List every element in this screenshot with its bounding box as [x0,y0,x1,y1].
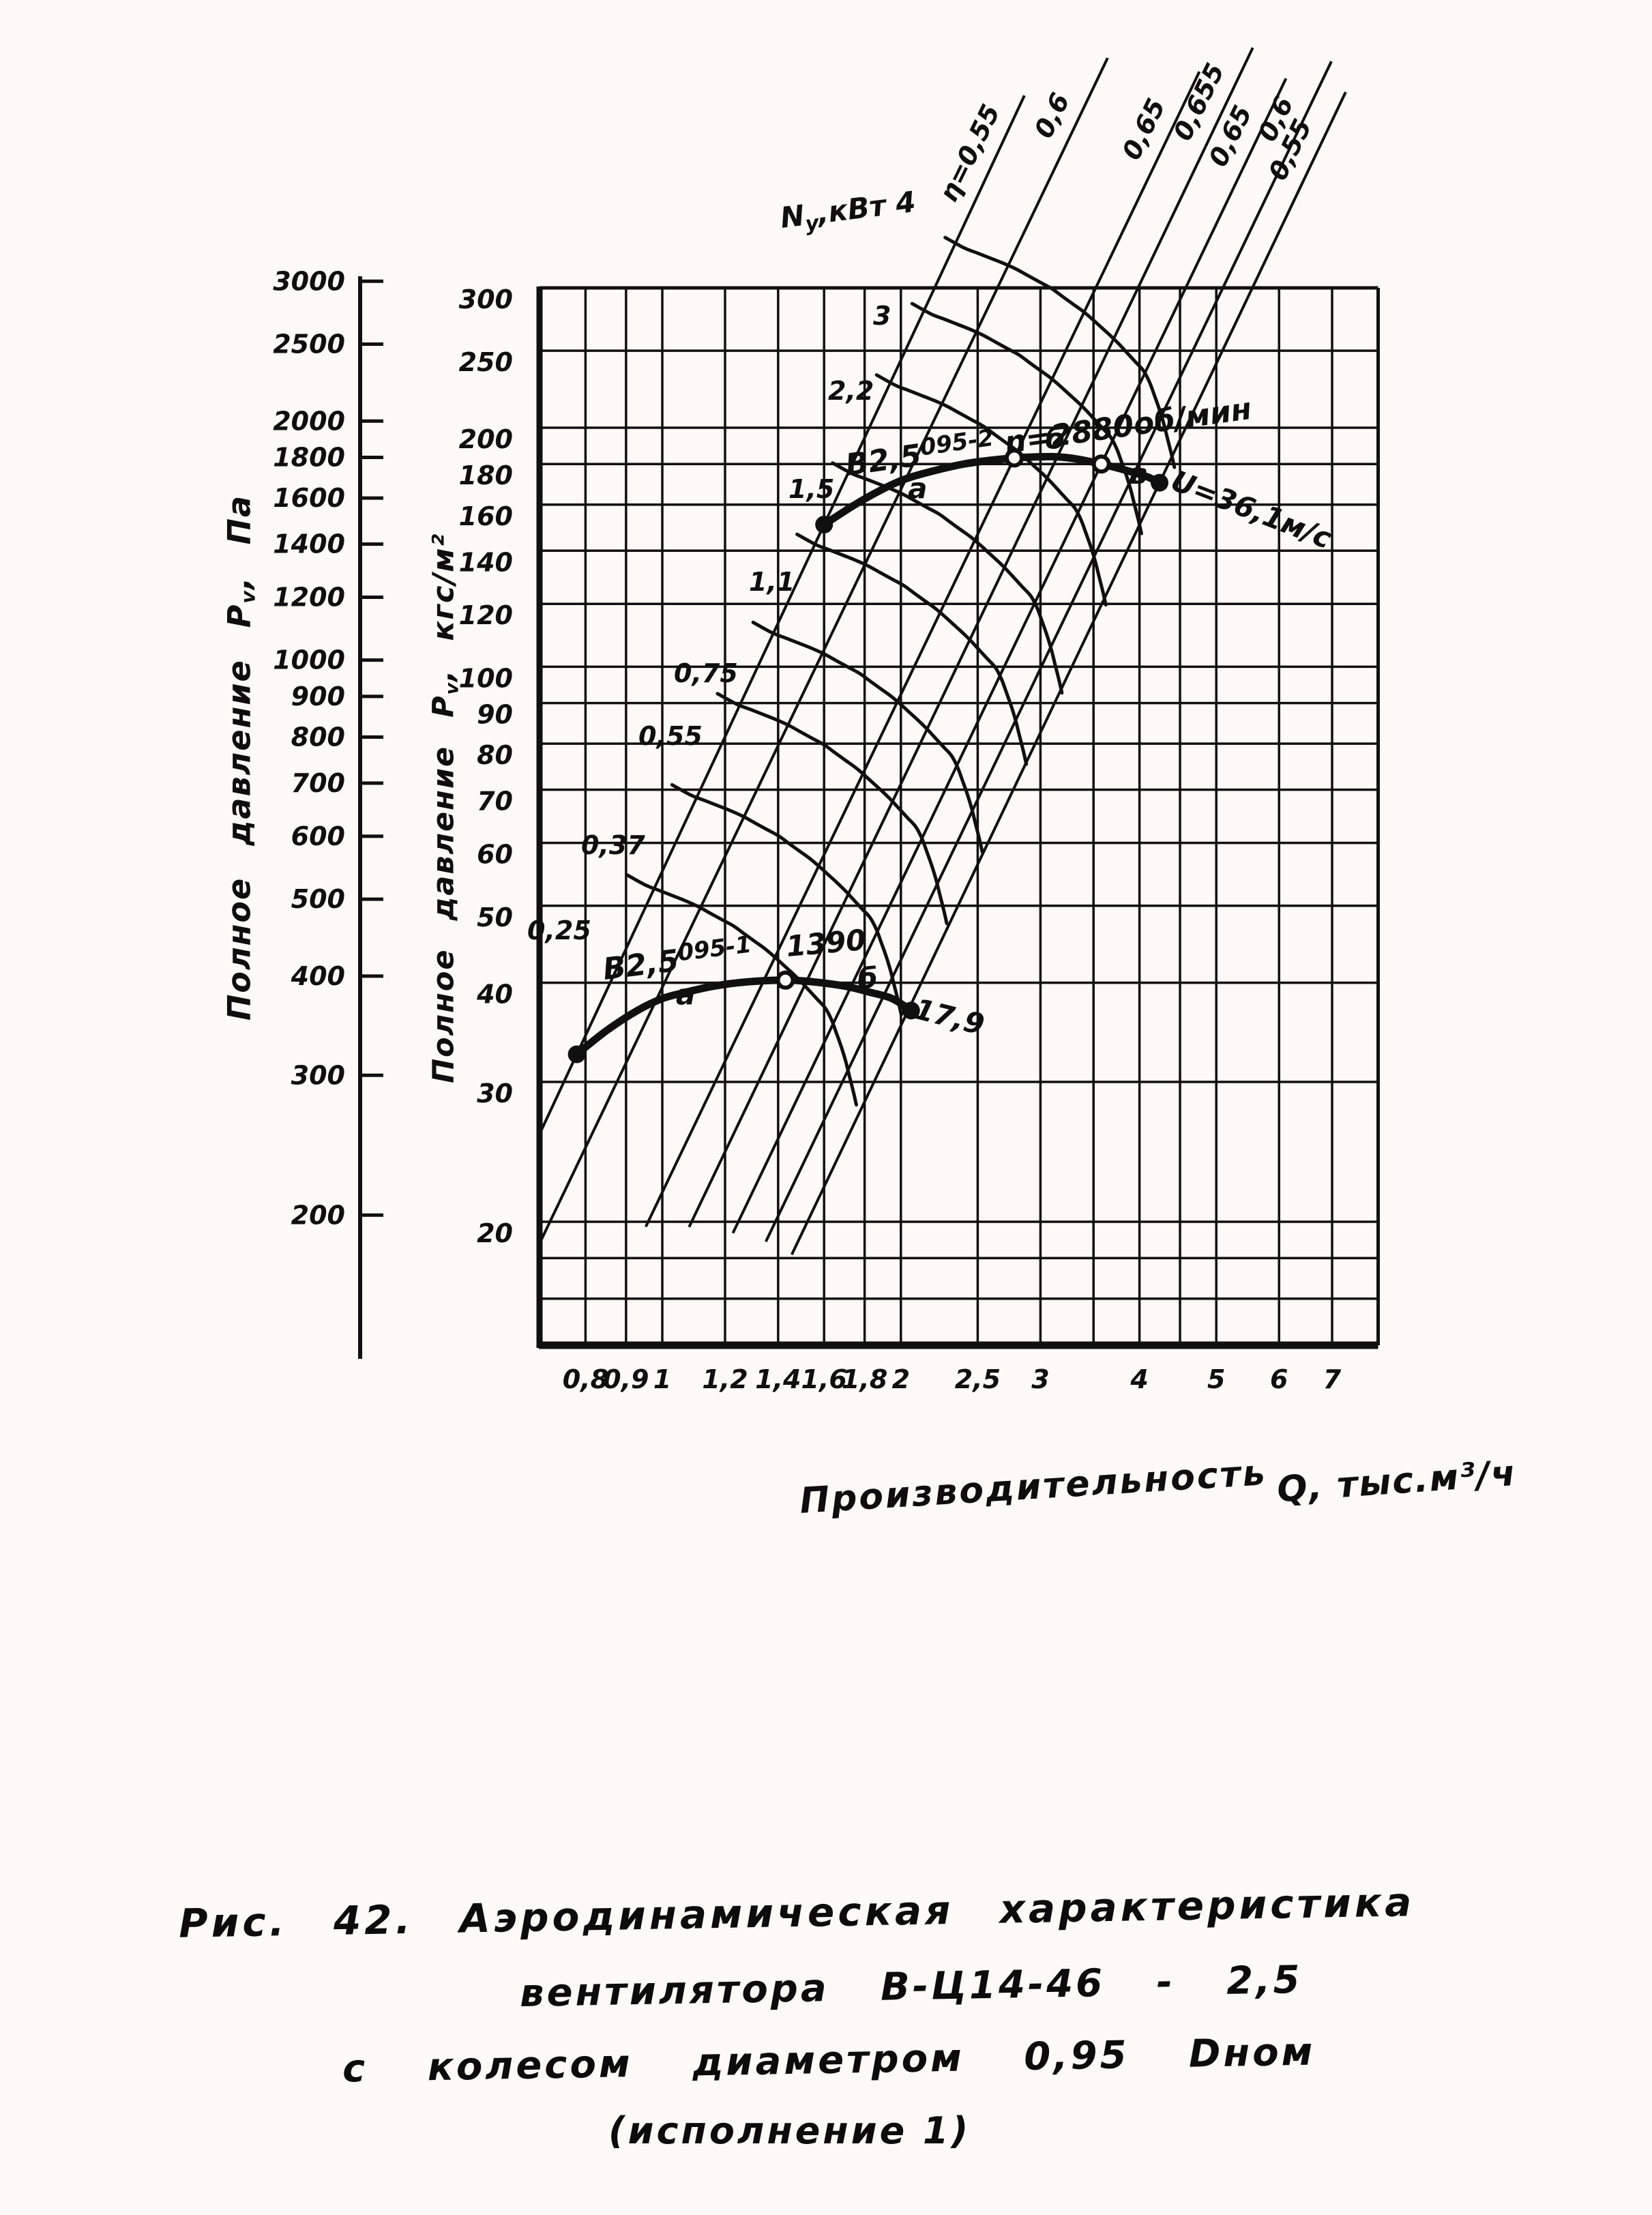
svg-text:1,4: 1,4 [755,1364,801,1394]
svg-text:1800: 1800 [273,443,345,473]
svg-text:70: 70 [477,787,513,817]
y-axis-title-pa-sub: v [237,589,260,604]
svg-text:20: 20 [477,1218,513,1248]
svg-text:200: 200 [459,424,513,454]
pa-scale-ruler [358,276,383,1359]
y-axis-title-kgf-text: Полное давление P [426,694,461,1083]
svg-text:120: 120 [459,600,513,630]
svg-text:100: 100 [459,663,513,693]
svg-text:250: 250 [459,347,513,377]
end-point-marker [567,1045,586,1064]
svg-text:а: а [908,471,927,505]
power-labels: 3 2,2 1,5 1,1 0,75 0,55 0,37 0,25 Nу,кВт 4 [527,185,918,945]
svg-text:2000: 2000 [273,406,345,436]
curve-labels: В2,5095-2 n=2880об/минU=36,1м/сВ2,5095-1… [601,392,1336,1042]
svg-text:4: 4 [1130,1364,1148,1394]
svg-text:2: 2 [892,1364,910,1394]
y-axis-title-kgf-sub: v [441,681,463,695]
svg-text:1,8: 1,8 [842,1364,887,1394]
curve-markers [567,448,1168,1064]
svg-text:500: 500 [291,884,345,914]
svg-text:17,9: 17,9 [911,992,988,1042]
svg-text:1390: 1390 [785,923,868,963]
y-axis-title-pa-unit: , Па [220,494,258,590]
curve-n2880 [820,452,1164,529]
power-curves [625,235,1177,1106]
svg-text:0,8: 0,8 [563,1364,608,1394]
svg-text:1400: 1400 [273,529,345,559]
svg-text:7: 7 [1323,1364,1342,1394]
svg-text:2500: 2500 [273,329,345,359]
kgf-scale-labels: 300 250 200 180 160 140 120 100 90 80 70 60 50 40 30 20 [459,284,513,1248]
svg-text:б: б [1046,422,1065,456]
svg-text:90: 90 [477,700,513,730]
end-point-marker [815,516,834,534]
svg-text:160: 160 [459,501,513,531]
svg-text:1000: 1000 [273,645,345,675]
svg-text:80: 80 [477,740,513,770]
svg-text:0,9: 0,9 [603,1364,649,1394]
svg-text:5: 5 [1207,1364,1225,1394]
svg-text:3: 3 [873,301,891,331]
pa-scale-labels: 3000 2500 2000 1800 1600 1400 1200 1000 900 800 70… [273,266,345,1230]
svg-text:б: б [857,962,877,995]
mode-point-marker [776,970,795,990]
plot-border [536,286,1380,1349]
end-point-marker [902,1001,920,1020]
svg-text:600: 600 [291,821,345,851]
mode-point-marker [1091,454,1111,474]
svg-text:400: 400 [291,961,345,991]
svg-text:0,25: 0,25 [527,915,591,945]
curve-n1390 [573,976,915,1059]
svg-text:50: 50 [477,903,513,933]
y-axis-title-pa: Полное давление Pv, Па [220,362,259,1154]
svg-text:140: 140 [459,547,513,577]
svg-text:U=36,1м/с: U=36,1м/с [1166,464,1336,555]
svg-text:300: 300 [291,1060,345,1090]
svg-text:700: 700 [291,768,345,798]
svg-text:200: 200 [291,1200,345,1230]
svg-text:900: 900 [291,681,345,712]
svg-text:1600: 1600 [273,483,345,513]
svg-text:6: 6 [1270,1364,1288,1394]
y-axis-title-pa-text: Полное давление P [220,603,258,1021]
svg-text:180: 180 [459,460,513,490]
svg-text:в: в [1130,457,1148,490]
svg-text:30: 30 [477,1079,513,1109]
svg-text:1: 1 [653,1364,671,1394]
svg-text:0,6: 0,6 [1029,88,1076,143]
svg-text:40: 40 [476,980,513,1010]
point-letters: а б в а б [676,422,1147,1012]
end-point-marker [1150,473,1168,492]
svg-text:60: 60 [477,840,513,870]
characteristic-curves [573,452,1164,1059]
svg-text:1,2: 1,2 [702,1364,748,1394]
svg-text:1,1: 1,1 [749,567,795,597]
svg-text:3: 3 [1031,1364,1049,1394]
mode-point-marker [1004,448,1024,468]
svg-text:0,75: 0,75 [674,658,738,688]
svg-text:Nу,кВт 4: Nу,кВт 4 [778,185,918,239]
svg-text:800: 800 [291,722,345,752]
svg-text:2,2: 2,2 [828,376,874,406]
svg-text:2,5: 2,5 [955,1364,1001,1394]
efficiency-lines [540,47,1347,1256]
svg-text:0,37: 0,37 [581,830,645,860]
svg-text:0,65: 0,65 [1116,94,1171,165]
y-axis-title-kgf-unit: , кгс/м² [426,532,461,681]
svg-text:3000: 3000 [273,266,345,296]
svg-text:1,5: 1,5 [788,474,834,504]
svg-text:η=0,55: η=0,55 [933,100,1005,206]
svg-text:а: а [676,978,695,1012]
caption-line-4: (исполнение 1) [608,2109,971,2152]
y-axis-title-kgf: Полное давление Pv, кгс/м² [427,426,463,1190]
svg-text:1200: 1200 [273,583,345,613]
x-axis-labels: 0,80,9 1 1,2 1,4 1,61,8 2 2,5 3 4 5 6 7 [563,1364,1342,1394]
svg-text:1,6: 1,6 [801,1364,847,1394]
svg-text:0,55: 0,55 [638,721,703,751]
svg-text:300: 300 [459,284,513,314]
